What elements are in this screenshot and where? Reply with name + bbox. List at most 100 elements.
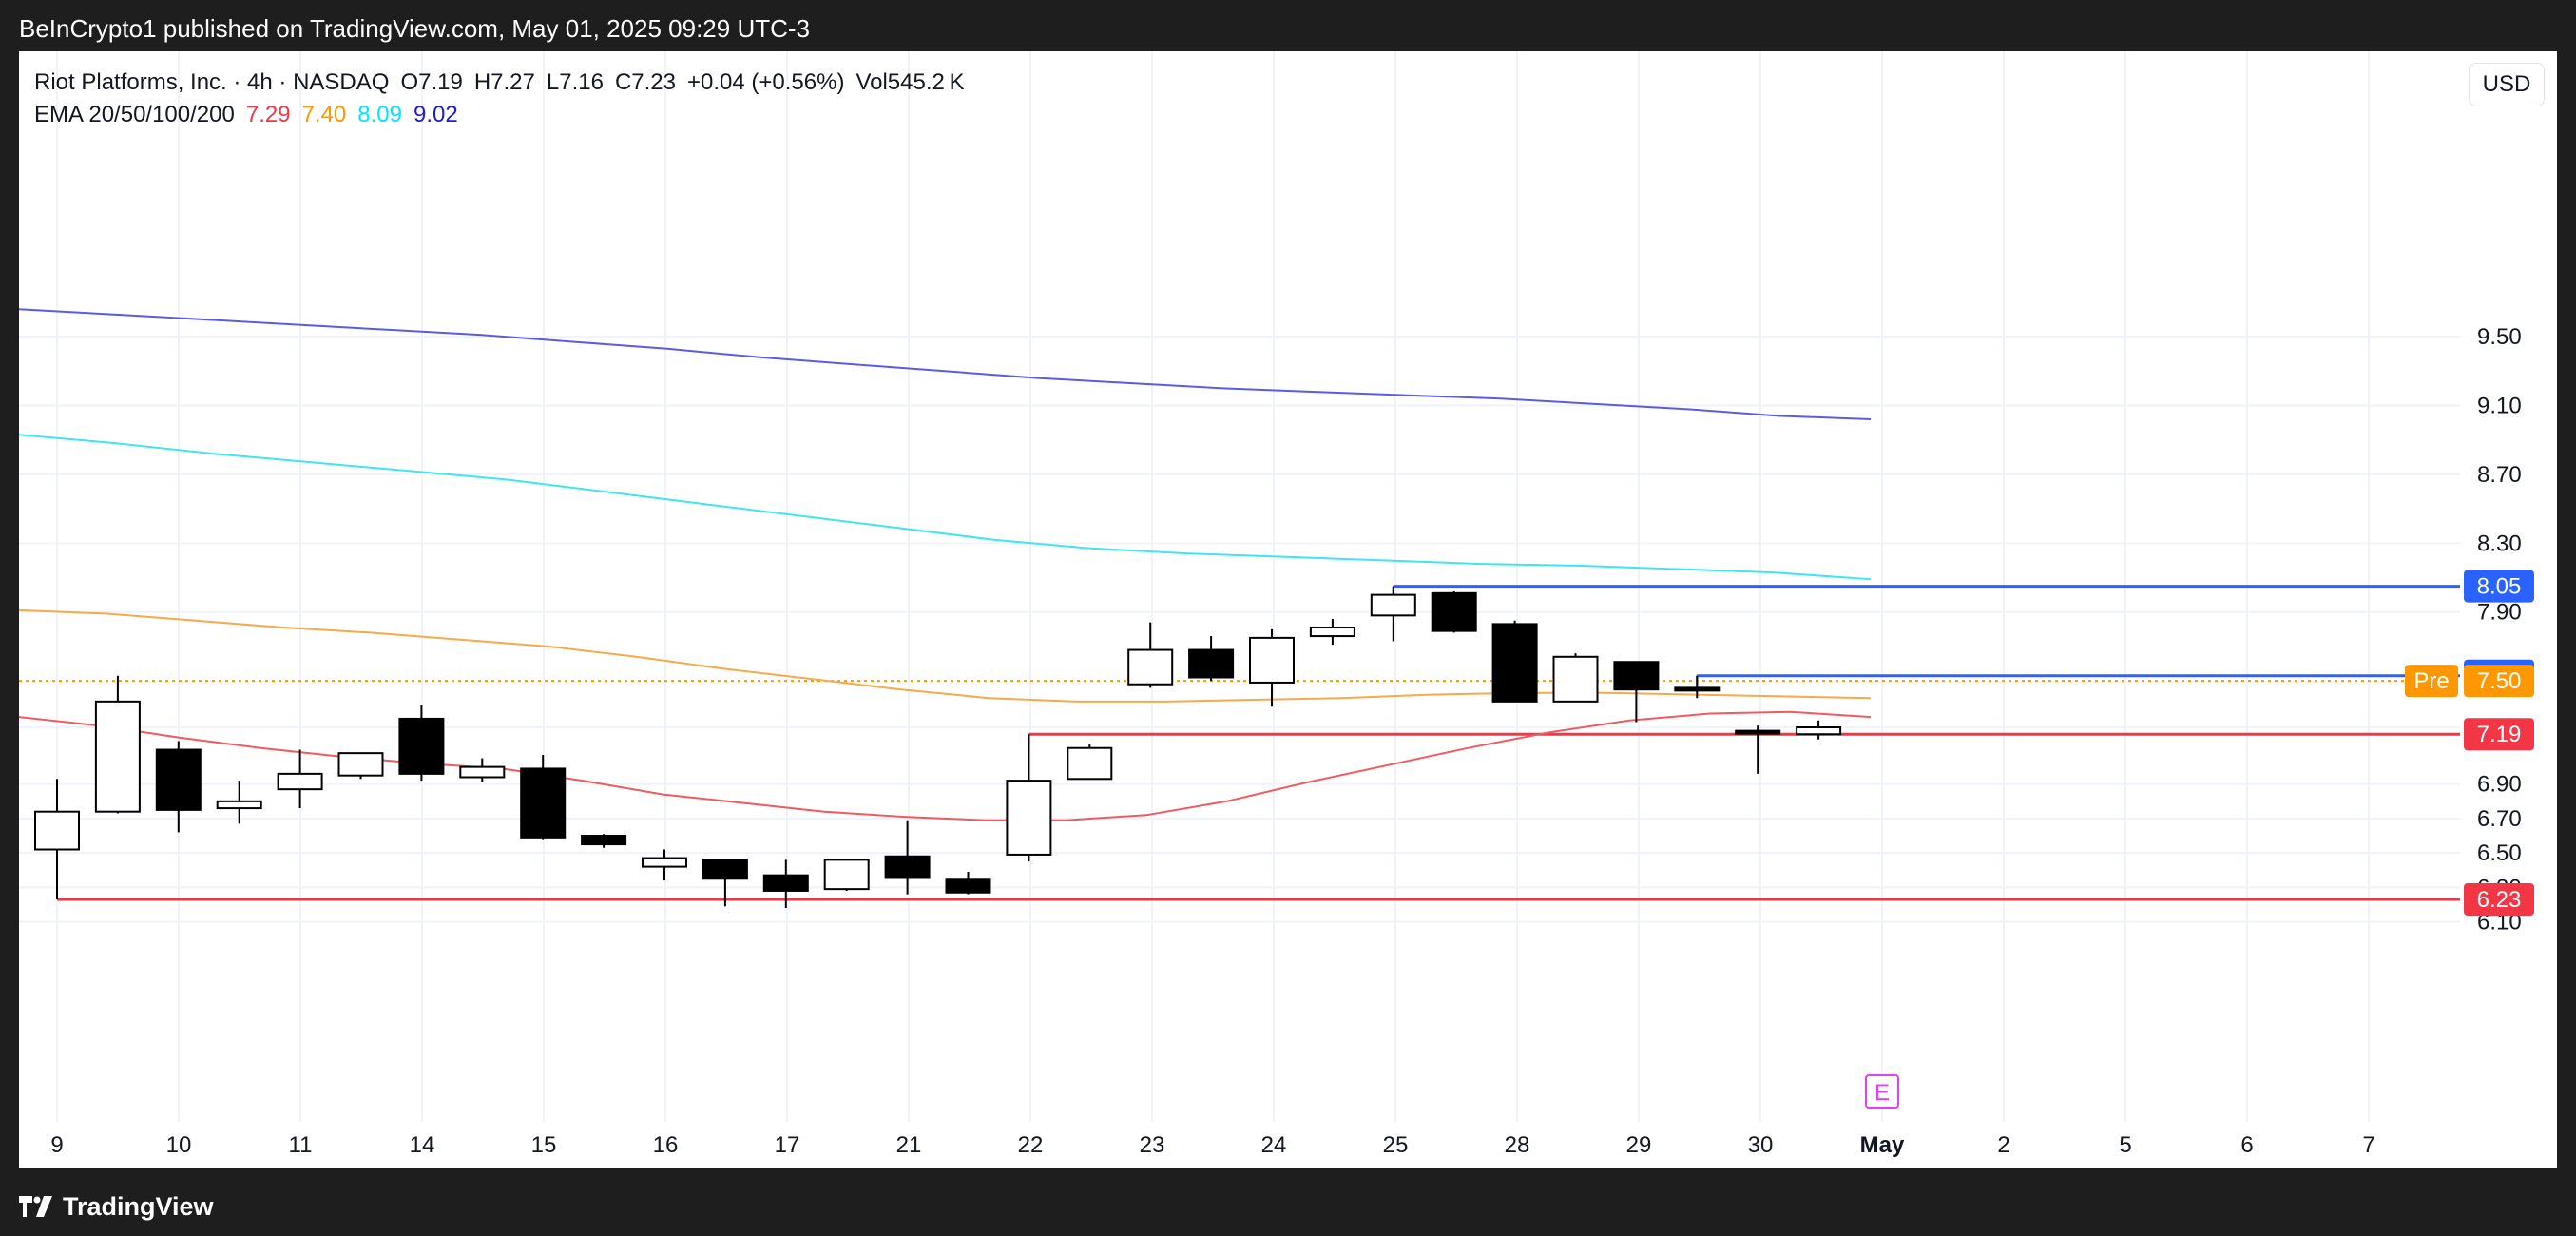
candle-body-down	[1491, 623, 1538, 703]
time-tick-label: 16	[653, 1132, 679, 1158]
chart-panel[interactable]	[19, 51, 2557, 1168]
candle[interactable]	[581, 834, 627, 848]
time-tick-label: 5	[2119, 1132, 2131, 1158]
candle-body-up	[823, 859, 870, 891]
price-tick-label: 9.10	[2477, 394, 2522, 419]
candle-body-up	[216, 800, 262, 810]
time-tick-label: 15	[531, 1132, 557, 1158]
candle[interactable]	[34, 779, 80, 899]
premarket-tag	[2405, 665, 2458, 698]
candle[interactable]	[762, 859, 809, 909]
candle[interactable]	[1006, 734, 1052, 862]
price-tick-label: 8.30	[2477, 531, 2522, 556]
price-tag-label: 7.50	[2477, 668, 2522, 694]
earnings-marker[interactable]: E	[1865, 1074, 1899, 1109]
tradingview-logo[interactable]: TradingView	[19, 1190, 214, 1223]
candle-body-up	[34, 810, 80, 851]
ema-50-value: 7.40	[301, 102, 347, 127]
time-tick-label: May	[1860, 1132, 1905, 1158]
candle[interactable]	[1309, 618, 1355, 646]
candle[interactable]	[1491, 620, 1538, 703]
candle-body-down	[1674, 686, 1721, 692]
change-value: +0.04 (+0.56%)	[686, 69, 845, 95]
time-tick-label: 7	[2362, 1132, 2374, 1158]
symbol-label[interactable]: Riot Platforms, Inc. · 4h · NASDAQ	[34, 69, 390, 95]
time-tick-label: 23	[1140, 1132, 1165, 1158]
low-value: L7.16	[546, 69, 604, 95]
symbol-row: Riot Platforms, Inc. · 4h · NASDAQ O7.19…	[34, 67, 965, 99]
candle[interactable]	[94, 675, 141, 814]
candle[interactable]	[1552, 653, 1599, 703]
price-tick-label: 8.70	[2477, 462, 2522, 488]
high-value: H7.27	[473, 69, 535, 95]
candle[interactable]	[216, 781, 262, 824]
time-tick-label: 14	[410, 1132, 435, 1158]
price-tag-label: 8.05	[2477, 574, 2522, 600]
time-tick-label: 21	[896, 1132, 922, 1158]
candle[interactable]	[398, 705, 445, 782]
price-tag	[2464, 883, 2534, 916]
volume-value: Vol545.2 K	[855, 69, 965, 95]
currency-button[interactable]: USD	[2469, 63, 2545, 106]
candle-body-down	[1188, 648, 1235, 679]
time-axis[interactable]: 9 10 11 14 15 16 17 21 22 23 24 25 28 29 30 May 2 5 6 7	[50, 1132, 2374, 1158]
candle-body-down	[945, 878, 991, 894]
time-tick-label: 9	[50, 1132, 63, 1158]
publisher-text: BeInCrypto1 published on TradingView.com…	[19, 14, 810, 43]
candle[interactable]	[823, 859, 870, 891]
time-tick-label: 24	[1261, 1132, 1287, 1158]
price-tag-label: 6.23	[2477, 887, 2522, 913]
price-tag	[2464, 718, 2534, 751]
candle[interactable]	[642, 849, 687, 881]
time-tick-label: 11	[289, 1132, 313, 1158]
time-tick-label: 25	[1383, 1132, 1409, 1158]
candle-body-up	[94, 700, 141, 813]
candle-body-down	[1431, 591, 1477, 632]
time-tick-label: 28	[1505, 1132, 1530, 1158]
candle-body-up	[459, 765, 506, 779]
ema-row: EMA 20/50/100/200 7.29 7.40 8.09 9.02	[34, 99, 965, 131]
tradingview-logo-icon	[19, 1196, 52, 1217]
candle[interactable]	[1249, 628, 1295, 707]
candle[interactable]	[1674, 675, 1721, 699]
price-tick-label: 7.90	[2477, 600, 2522, 626]
candle[interactable]	[1431, 591, 1477, 633]
candle[interactable]	[1370, 586, 1416, 642]
price-axis[interactable]: 9.509.108.708.307.907.236.906.706.506.30…	[2477, 324, 2522, 935]
time-tick-label: 30	[1748, 1132, 1774, 1158]
candle[interactable]	[1796, 720, 1842, 740]
ema-20-line	[18, 710, 1872, 821]
ema-lines	[18, 308, 1872, 821]
ema-label[interactable]: EMA 20/50/100/200	[34, 102, 235, 127]
open-value: O7.19	[400, 69, 463, 95]
candle[interactable]	[155, 741, 202, 833]
candle-body-up	[1309, 627, 1355, 638]
candle[interactable]	[1735, 725, 1781, 774]
price-tick-label: 6.70	[2477, 806, 2522, 832]
candle-body-up	[642, 857, 687, 868]
candle[interactable]	[945, 872, 991, 895]
candle[interactable]	[1188, 636, 1235, 682]
candle[interactable]	[1067, 744, 1113, 781]
chart-legend: Riot Platforms, Inc. · 4h · NASDAQ O7.19…	[34, 67, 965, 131]
price-tag	[2464, 570, 2534, 603]
candle-body-down	[398, 717, 445, 775]
candles[interactable]	[34, 586, 1842, 909]
price-tick-label: 6.50	[2477, 840, 2522, 866]
candle-body-down	[581, 835, 627, 846]
candle[interactable]	[520, 754, 567, 840]
publisher-bar: BeInCrypto1 published on TradingView.com…	[0, 0, 2576, 51]
candle[interactable]	[1613, 661, 1660, 723]
candle[interactable]	[884, 820, 931, 895]
candle[interactable]	[702, 859, 748, 907]
candle[interactable]	[459, 758, 506, 782]
candle[interactable]	[1127, 622, 1174, 688]
candle-body-down	[1613, 661, 1660, 691]
candle-body-up	[1006, 780, 1052, 856]
earnings-marker-label: E	[1874, 1080, 1890, 1106]
candle[interactable]	[337, 752, 384, 780]
candle[interactable]	[277, 749, 323, 809]
candle-body-down	[884, 855, 931, 879]
candle-body-down	[155, 748, 202, 811]
